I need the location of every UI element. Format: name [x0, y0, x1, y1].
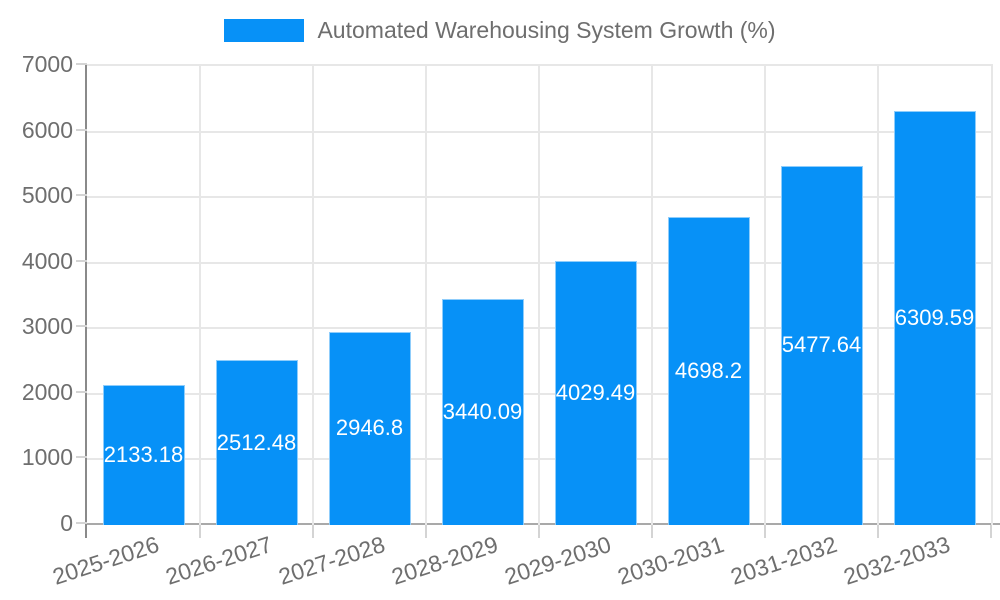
- x-axis-tick: [199, 525, 201, 538]
- bar: [328, 331, 411, 525]
- y-axis-tick: [76, 128, 87, 131]
- gridline-vertical: [538, 66, 540, 525]
- y-axis-tick: [76, 325, 87, 328]
- y-axis-label: 6000: [21, 116, 73, 143]
- gridline-vertical: [312, 66, 314, 525]
- bar: [554, 260, 637, 525]
- bar: [441, 299, 524, 525]
- x-axis-tick: [990, 525, 992, 538]
- y-axis-label: 2000: [21, 378, 73, 405]
- y-axis-tick: [76, 390, 87, 393]
- y-axis-tick: [76, 259, 87, 262]
- x-axis-tick: [651, 525, 653, 538]
- bar: [102, 385, 185, 525]
- x-axis-label: 2032-2033: [839, 531, 953, 590]
- y-axis-tick: [76, 522, 87, 524]
- legend-swatch[interactable]: [224, 19, 305, 42]
- bar: [667, 216, 750, 525]
- x-axis-line: [87, 523, 1000, 525]
- gridline-vertical: [877, 66, 879, 525]
- gridline-vertical: [425, 66, 427, 525]
- legend-label[interactable]: Automated Warehousing System Growth (%): [317, 17, 776, 43]
- y-axis-label: 0: [60, 510, 73, 536]
- gridline-vertical: [764, 66, 766, 525]
- x-axis-label: 2028-2029: [387, 531, 501, 590]
- plot-area: 2133.18 2512.48 2946.8 3440.09 4029.49 4698.2…: [87, 64, 993, 525]
- x-axis-tick: [764, 525, 766, 538]
- gridline-vertical: [199, 66, 201, 525]
- gridline-vertical: [651, 66, 653, 525]
- bar: [780, 165, 863, 525]
- x-axis-tick: [425, 525, 427, 538]
- y-axis-tick: [76, 456, 87, 459]
- y-axis-tick: [76, 194, 87, 197]
- x-axis-label: 2031-2032: [726, 531, 840, 590]
- bar: [893, 111, 976, 525]
- legend[interactable]: Automated Warehousing System Growth (%): [0, 17, 1000, 44]
- y-axis-tick: [76, 63, 87, 65]
- x-axis-tick: [877, 525, 879, 538]
- y-axis-label: 1000: [21, 444, 73, 471]
- y-axis-label: 5000: [21, 182, 73, 209]
- bar: [215, 360, 298, 525]
- y-axis-label: 4000: [21, 247, 73, 274]
- x-axis-label: 2030-2031: [613, 531, 727, 590]
- x-axis-tick: [538, 525, 540, 538]
- x-axis-label: 2029-2030: [500, 531, 614, 590]
- y-axis-label: 3000: [21, 313, 73, 340]
- y-axis-line: [85, 64, 87, 538]
- x-axis-tick: [312, 525, 314, 538]
- x-axis-label: 2027-2028: [274, 531, 388, 590]
- x-axis-label: 2025-2026: [48, 531, 162, 590]
- x-axis-label: 2026-2027: [161, 531, 275, 590]
- y-axis-label: 7000: [21, 51, 73, 77]
